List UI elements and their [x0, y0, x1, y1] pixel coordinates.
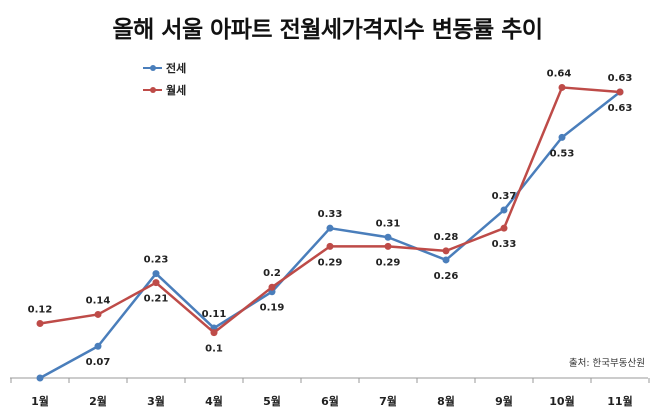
data-label: 0.14 [86, 295, 111, 306]
data-point [384, 242, 392, 250]
data-label: 0.29 [318, 257, 343, 268]
data-label: 0.26 [434, 271, 459, 282]
chart-title: 올해 서울 아파트 전월세가격지수 변동률 추이 [112, 17, 543, 43]
data-label: 0.63 [608, 73, 633, 84]
x-tick-label: 10월 [549, 394, 574, 408]
legend-label: 월세 [166, 83, 186, 97]
x-tick-label: 7월 [379, 394, 397, 408]
x-tick-label: 2월 [89, 394, 107, 408]
data-point [616, 88, 624, 96]
data-label: 0.12 [28, 305, 53, 316]
data-point [94, 342, 102, 350]
data-label: 0.33 [318, 209, 343, 220]
data-label: 0.23 [144, 255, 169, 266]
x-tick-label: 9월 [495, 394, 513, 408]
x-tick-label: 6월 [321, 394, 339, 408]
data-point [94, 310, 102, 318]
data-label: 0.11 [202, 309, 227, 320]
data-point [500, 206, 508, 214]
data-point [152, 270, 160, 278]
data-point [36, 374, 44, 382]
data-label: 0.64 [547, 68, 572, 79]
source-note: 출처: 한국부동산원 [569, 357, 645, 369]
data-label: 0.29 [376, 257, 401, 268]
x-tick-label: 1월 [31, 394, 49, 408]
data-point [558, 133, 566, 141]
data-label: 0.37 [492, 191, 517, 202]
data-label: 0.28 [434, 232, 459, 243]
data-point [268, 283, 276, 291]
data-label: 0.1 [205, 344, 223, 355]
x-tick-label: 3월 [147, 394, 165, 408]
data-label: 0.33 [492, 239, 517, 250]
data-point [442, 247, 450, 255]
legend-marker [150, 87, 156, 93]
x-tick-label: 4월 [205, 394, 223, 408]
data-point [442, 256, 450, 264]
data-label: 0.63 [608, 103, 633, 114]
data-point [558, 83, 566, 91]
data-point [326, 242, 334, 250]
data-point [326, 224, 334, 232]
data-label: 0.19 [260, 303, 285, 314]
data-label: 0.21 [144, 294, 169, 305]
x-tick-label: 11월 [607, 394, 632, 408]
data-label: 0.31 [376, 218, 401, 229]
data-label: 0.53 [550, 148, 575, 159]
legend-label: 전세 [166, 61, 186, 75]
x-tick-label: 5월 [263, 394, 281, 408]
data-label: 0.2 [263, 268, 281, 279]
data-point [36, 320, 44, 328]
data-label: 0.07 [86, 357, 111, 368]
legend-marker [150, 65, 156, 71]
data-point [210, 329, 218, 337]
data-point [152, 279, 160, 287]
data-point [384, 233, 392, 241]
x-tick-label: 8월 [437, 394, 455, 408]
series-line-전세 [39, 90, 621, 380]
data-point [500, 224, 508, 232]
